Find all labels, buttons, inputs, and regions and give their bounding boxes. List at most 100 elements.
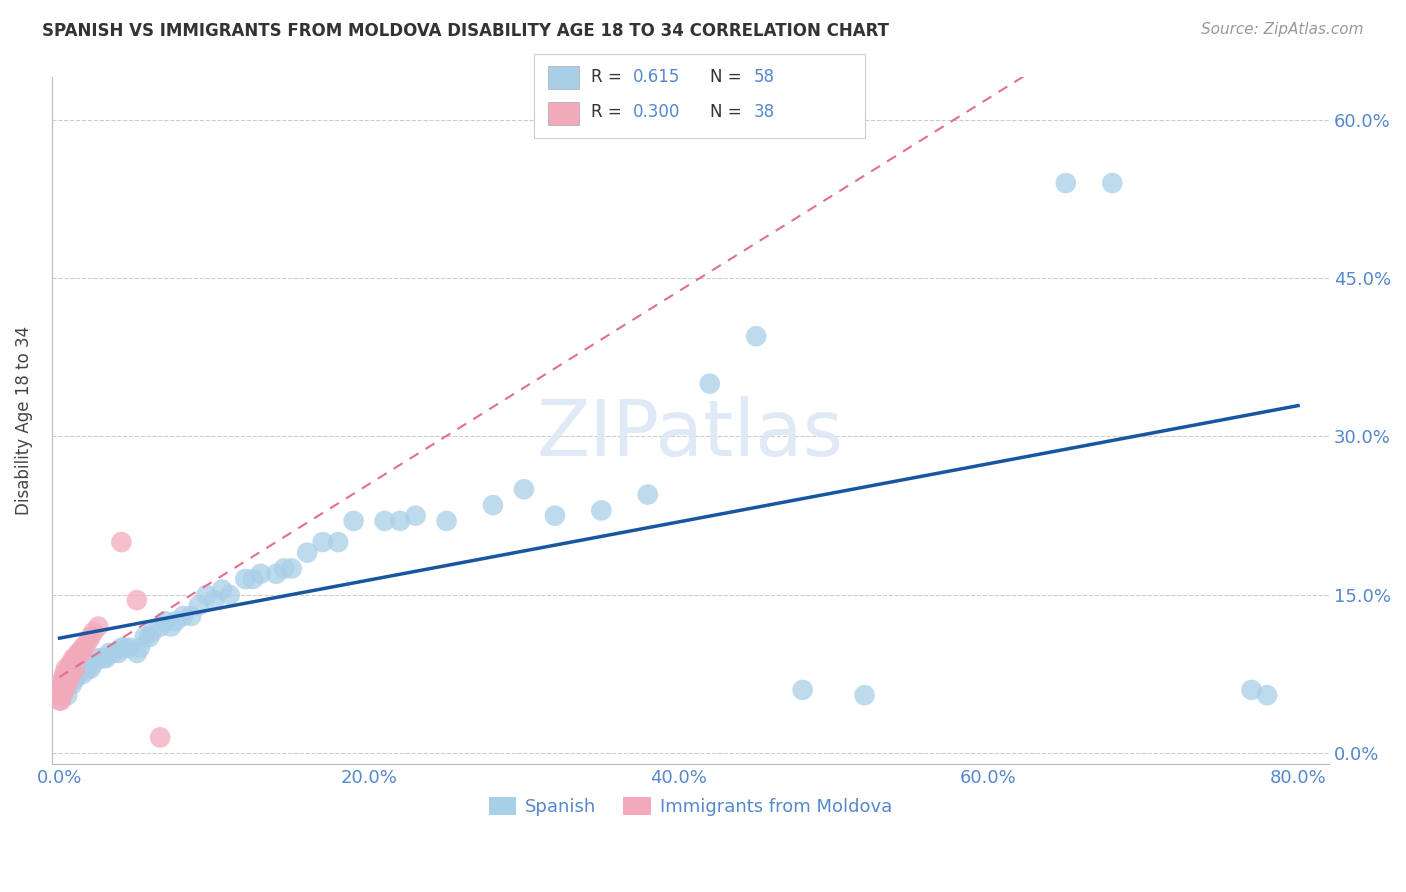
- Point: [180, 609, 202, 624]
- Point: [56, 688, 79, 702]
- Point: [67, 646, 90, 660]
- Point: [202, 593, 225, 607]
- Point: [233, 572, 256, 586]
- Point: [58, 662, 80, 676]
- Point: [273, 561, 295, 575]
- Point: [218, 588, 240, 602]
- Point: [149, 619, 172, 633]
- Point: [91, 651, 114, 665]
- Point: [195, 588, 218, 602]
- Point: [792, 682, 814, 697]
- Point: [94, 651, 117, 665]
- Point: [482, 498, 505, 512]
- Point: [83, 624, 105, 639]
- Text: 38: 38: [754, 103, 775, 121]
- Point: [129, 640, 152, 655]
- Point: [374, 514, 396, 528]
- Point: [69, 646, 91, 660]
- Point: [49, 688, 72, 702]
- Point: [59, 667, 82, 681]
- Point: [59, 657, 82, 671]
- Point: [55, 678, 77, 692]
- Point: [138, 630, 160, 644]
- Point: [165, 614, 187, 628]
- Point: [328, 535, 350, 549]
- Point: [52, 688, 75, 702]
- Point: [72, 667, 94, 681]
- Point: [60, 667, 83, 681]
- Point: [160, 619, 183, 633]
- Point: [63, 673, 86, 687]
- Legend: Spanish, Immigrants from Moldova: Spanish, Immigrants from Moldova: [482, 789, 898, 823]
- Point: [53, 667, 76, 681]
- Point: [56, 667, 79, 681]
- Text: R =: R =: [591, 103, 627, 121]
- Point: [107, 646, 129, 660]
- Point: [52, 678, 75, 692]
- Point: [125, 593, 148, 607]
- Text: ZIPatlas: ZIPatlas: [537, 396, 844, 473]
- Point: [153, 614, 176, 628]
- Point: [72, 640, 94, 655]
- Point: [65, 651, 87, 665]
- Point: [63, 662, 86, 676]
- Point: [187, 599, 209, 613]
- Text: 0.300: 0.300: [633, 103, 681, 121]
- Point: [103, 646, 125, 660]
- Point: [73, 640, 96, 655]
- Point: [242, 572, 264, 586]
- Text: Source: ZipAtlas.com: Source: ZipAtlas.com: [1201, 22, 1364, 37]
- Point: [60, 678, 83, 692]
- Point: [141, 624, 163, 639]
- Text: N =: N =: [710, 103, 747, 121]
- Point: [110, 640, 132, 655]
- Point: [264, 566, 287, 581]
- Point: [853, 688, 876, 702]
- Point: [55, 662, 77, 676]
- Point: [60, 657, 83, 671]
- Point: [1101, 176, 1123, 190]
- Point: [405, 508, 427, 523]
- Point: [149, 731, 172, 745]
- Point: [134, 630, 156, 644]
- Point: [118, 640, 141, 655]
- Point: [699, 376, 721, 391]
- Point: [1256, 688, 1278, 702]
- Point: [76, 662, 98, 676]
- Point: [110, 535, 132, 549]
- Text: R =: R =: [591, 68, 627, 86]
- Point: [249, 566, 271, 581]
- Point: [48, 693, 70, 707]
- Point: [62, 651, 84, 665]
- Point: [52, 673, 75, 687]
- Point: [63, 651, 86, 665]
- Point: [637, 487, 659, 501]
- Point: [70, 646, 93, 660]
- Point: [591, 503, 613, 517]
- Point: [436, 514, 458, 528]
- Point: [49, 693, 72, 707]
- Point: [79, 662, 101, 676]
- Point: [211, 582, 233, 597]
- Text: 0.615: 0.615: [633, 68, 681, 86]
- Point: [312, 535, 335, 549]
- Point: [87, 651, 110, 665]
- Text: N =: N =: [710, 68, 747, 86]
- Point: [56, 678, 79, 692]
- Point: [83, 657, 105, 671]
- Point: [544, 508, 567, 523]
- Point: [295, 546, 318, 560]
- Point: [745, 329, 768, 343]
- Point: [76, 635, 98, 649]
- Point: [48, 682, 70, 697]
- Point: [125, 646, 148, 660]
- Point: [53, 678, 76, 692]
- Point: [1240, 682, 1263, 697]
- Point: [172, 609, 194, 624]
- Point: [87, 619, 110, 633]
- Text: 58: 58: [754, 68, 775, 86]
- Point: [67, 667, 90, 681]
- Point: [49, 678, 72, 692]
- Point: [513, 483, 536, 497]
- Point: [343, 514, 366, 528]
